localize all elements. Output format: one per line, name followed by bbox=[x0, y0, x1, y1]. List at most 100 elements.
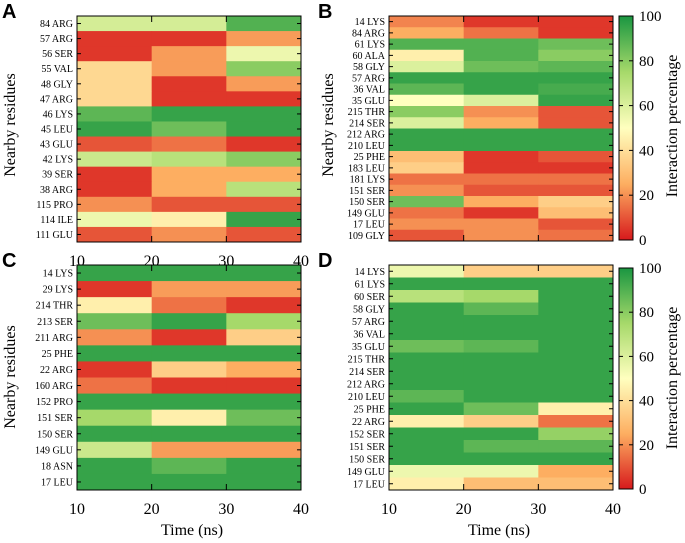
residue-label: 151 SER bbox=[37, 413, 73, 424]
heatmap-cell-d bbox=[463, 390, 539, 403]
heatmap-cell-c bbox=[151, 345, 227, 362]
heatmap-cell-b bbox=[389, 128, 465, 141]
heatmap-cell-c bbox=[226, 377, 302, 394]
heatmap-cell-a bbox=[151, 91, 227, 107]
residue-label: 151 SER bbox=[349, 442, 385, 453]
x-tick-label: 20 bbox=[144, 501, 160, 518]
heatmap-cell-d bbox=[389, 402, 465, 416]
residue-label: 215 THR bbox=[348, 354, 386, 365]
heatmap-cell-d bbox=[389, 427, 465, 441]
colorbar-tick-label: 80 bbox=[639, 305, 654, 321]
residue-label: 46 LYS bbox=[43, 109, 73, 120]
heatmap-cell-c bbox=[226, 313, 302, 330]
heatmap-cell-c bbox=[77, 473, 153, 491]
colorbar-tick-label: 100 bbox=[639, 261, 662, 277]
heatmap-cell-b bbox=[389, 38, 465, 51]
heatmap-cell-a bbox=[226, 76, 302, 92]
residue-label: 17 LEU bbox=[353, 220, 386, 231]
heatmap-cell-b bbox=[463, 117, 539, 129]
heatmap-cell-b bbox=[463, 61, 539, 73]
heatmap-cell-b bbox=[389, 61, 465, 73]
heatmap-cell-a bbox=[151, 106, 227, 122]
residue-label: 213 SER bbox=[37, 317, 73, 328]
heatmap-cell-d bbox=[463, 352, 539, 366]
heatmap-cell-d bbox=[538, 352, 614, 366]
heatmap-cell-a bbox=[226, 61, 302, 77]
heatmap-cell-a bbox=[77, 46, 153, 62]
heatmap-cell-d bbox=[538, 265, 614, 278]
heatmap-cell-b bbox=[538, 218, 614, 231]
y-axis-title-a: Nearby residues bbox=[2, 73, 19, 177]
x-tick-label: 10 bbox=[381, 501, 397, 518]
residue-label: 25 PHE bbox=[42, 349, 73, 360]
heatmap-cell-d bbox=[463, 290, 539, 303]
heatmap-cell-b bbox=[538, 196, 614, 208]
colorbar-top: 0 20 40 60 80 100 bbox=[618, 9, 662, 249]
heatmap-cell-b bbox=[463, 83, 539, 96]
heatmap-cell-b bbox=[538, 117, 614, 129]
heatmap-cell-c bbox=[77, 297, 153, 314]
heatmap-cell-a bbox=[226, 46, 302, 62]
residue-label: 55 VAL bbox=[41, 64, 73, 75]
heatmap-cell-a bbox=[77, 226, 153, 243]
heatmap-cell-a bbox=[77, 166, 153, 183]
heatmap-cell-a bbox=[151, 31, 227, 47]
heatmap-cell-c bbox=[226, 409, 302, 427]
heatmap-cell-a bbox=[151, 181, 227, 198]
heatmap-cell-b bbox=[389, 218, 465, 231]
residue-label: 61 LYS bbox=[355, 40, 385, 51]
heatmap-cell-a bbox=[226, 121, 302, 137]
heatmap-cell-a bbox=[226, 106, 302, 122]
heatmap-cell-d bbox=[389, 327, 465, 341]
heatmap-cell-d bbox=[389, 290, 465, 303]
heatmap-cell-c bbox=[151, 329, 227, 346]
heatmap-cell-a bbox=[151, 196, 227, 213]
heatmap-cell-d bbox=[389, 302, 465, 316]
heatmap-cell-d bbox=[538, 427, 614, 441]
heatmap-cell-b bbox=[538, 207, 614, 219]
heatmap-cell-a bbox=[151, 46, 227, 62]
colorbar-tick-label: 40 bbox=[639, 394, 654, 410]
heatmap-cell-c bbox=[151, 281, 227, 298]
heatmap-cell-d bbox=[389, 415, 465, 428]
heatmap-cell-c bbox=[77, 425, 153, 443]
heatmap-cell-d bbox=[463, 465, 539, 478]
heatmap-cell-c bbox=[151, 457, 227, 475]
heatmap-cell-c bbox=[151, 473, 227, 491]
heatmap-cell-c bbox=[77, 313, 153, 330]
heatmap-cell-b bbox=[538, 38, 614, 51]
heatmap-cell-c bbox=[226, 441, 302, 459]
heatmap-cell-c bbox=[226, 265, 302, 282]
heatmap-cell-c bbox=[151, 409, 227, 427]
heatmap-cell-c bbox=[77, 361, 153, 378]
heatmap-cell-a bbox=[151, 211, 227, 228]
heatmap-cell-b bbox=[538, 162, 614, 174]
heatmap-cell-d bbox=[389, 340, 465, 353]
x-tick-label: 30 bbox=[218, 501, 234, 518]
heatmap-cell-b bbox=[389, 72, 465, 84]
heatmap-cell-a bbox=[77, 31, 153, 47]
residue-label: 114 ILE bbox=[40, 215, 73, 226]
heatmap-cell-d bbox=[389, 277, 465, 291]
colorbar-tick-label: 20 bbox=[639, 188, 654, 204]
residue-label: 25 PHE bbox=[354, 152, 385, 163]
colorbar-gradient bbox=[618, 15, 634, 241]
heatmap-cell-b bbox=[463, 184, 539, 197]
heatmap-cell-d bbox=[538, 390, 614, 403]
residue-label: 61 LYS bbox=[355, 279, 385, 290]
panel-letter-b: B bbox=[318, 1, 332, 23]
heatmap-cell-d bbox=[538, 402, 614, 416]
residue-label: 152 SER bbox=[349, 429, 385, 440]
heatmap-cell-b bbox=[538, 16, 614, 28]
residue-label: 152 PRO bbox=[36, 397, 73, 408]
heatmap-cell-a bbox=[226, 91, 302, 107]
heatmap-cell-b bbox=[538, 229, 614, 242]
heatmap-cell-a bbox=[151, 16, 227, 32]
residue-label: 60 ALA bbox=[353, 51, 386, 62]
heatmap-cell-d bbox=[463, 302, 539, 316]
heatmap-cell-a bbox=[226, 211, 302, 228]
residue-label: 149 GLU bbox=[35, 445, 74, 456]
